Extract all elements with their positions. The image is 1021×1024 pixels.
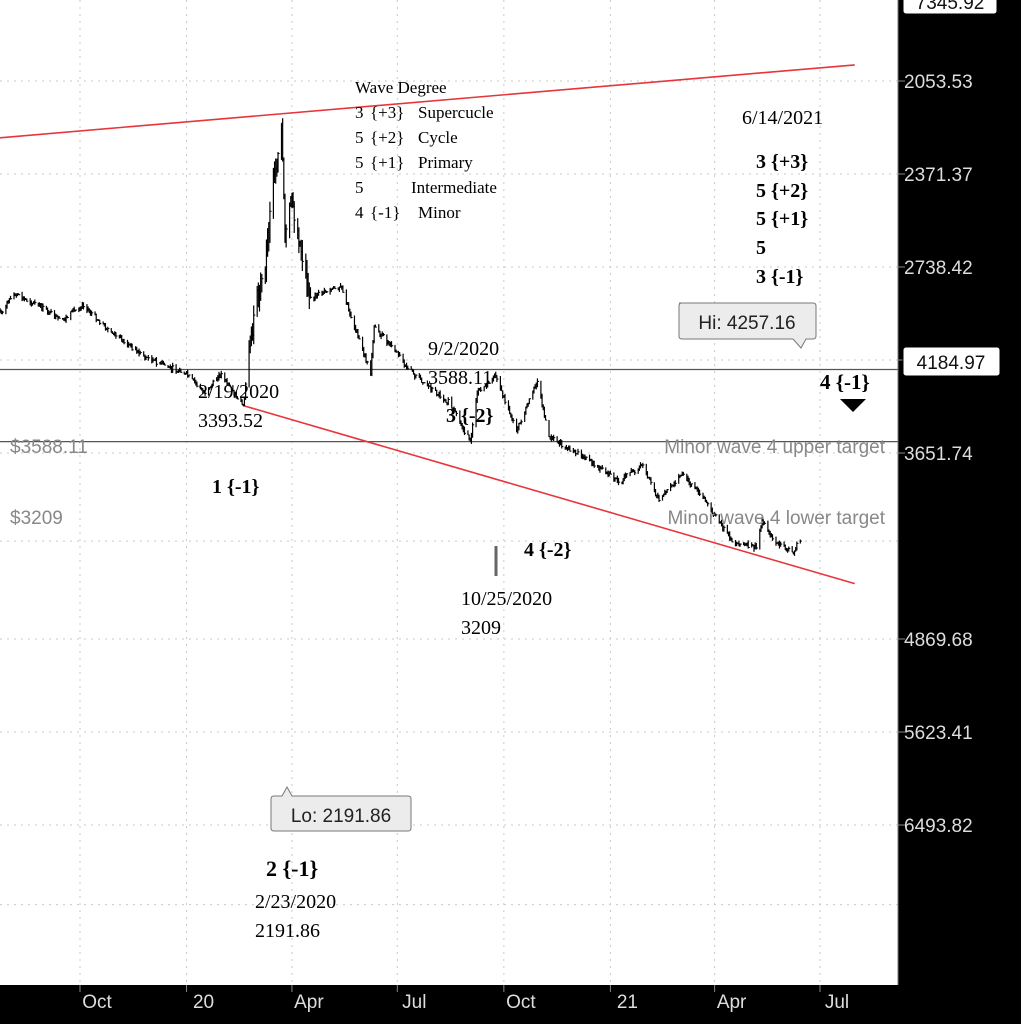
price-axis-panel[interactable] xyxy=(898,0,1021,985)
y-tick-label: 2371.37 xyxy=(904,165,973,186)
legend-row-count: 4 xyxy=(355,203,364,222)
y-tick-label: 3651.74 xyxy=(904,444,973,465)
down-arrow-icon xyxy=(840,399,866,412)
count-label: 5 {+2} xyxy=(756,180,808,202)
x-tick-label: Jul xyxy=(402,992,426,1013)
legend-row-count: 5 xyxy=(355,178,364,197)
annotation-value: 2191.86 xyxy=(255,920,320,942)
legend-row-degree: {+2} xyxy=(370,128,404,147)
wave-label: 4 {-2} xyxy=(524,539,572,561)
annotation-date: 2/23/2020 xyxy=(255,891,336,913)
x-tick-label: Oct xyxy=(506,992,536,1013)
wave-degree-legend: Wave Degree 3 {+3} Supercucle 5 {+2} Cyc… xyxy=(355,78,497,222)
hi-label: Hi: 4257.16 xyxy=(698,313,795,334)
annotation-value: 3209 xyxy=(461,617,501,639)
legend-row-degree: {-1} xyxy=(370,203,400,222)
lo-callout: Lo: 2191.86 xyxy=(270,785,412,832)
trendline[interactable] xyxy=(0,64,855,140)
y-tick-label: 6493.82 xyxy=(904,816,973,837)
legend-row-count: 3 xyxy=(355,103,364,122)
hi-callout: Hi: 4257.16 xyxy=(678,302,817,349)
trendline[interactable] xyxy=(243,404,855,585)
last-price-value: 4184.97 xyxy=(917,353,986,374)
legend-title: Wave Degree xyxy=(355,78,447,97)
price-series xyxy=(0,118,802,556)
legend-row-name: Cycle xyxy=(418,128,458,147)
legend-row-degree: {+3} xyxy=(370,103,404,122)
y-tick-label: 2053.53 xyxy=(904,72,973,93)
y-tick-label: 4869.68 xyxy=(904,630,973,651)
x-tick-label: Apr xyxy=(294,992,324,1013)
x-tick-label: Oct xyxy=(82,992,112,1013)
x-tick-label: 20 xyxy=(193,992,214,1013)
legend-row-count: 5 xyxy=(355,153,364,172)
time-axis-panel[interactable] xyxy=(0,985,898,1024)
annotation-date: 10/25/2020 xyxy=(461,588,552,610)
annotation-value: 3393.52 xyxy=(198,410,263,432)
hline-label-lower: $3209 xyxy=(10,508,63,529)
wave-label: 4 {-1} xyxy=(820,370,870,394)
annotation-value: 3588.11 xyxy=(428,367,492,389)
lo-label: Lo: 2191.86 xyxy=(291,806,391,827)
wave-label: 3 {-2} xyxy=(446,405,494,427)
trendlines xyxy=(0,64,855,585)
annotation-date: 6/14/2021 xyxy=(742,107,823,129)
legend-row-name: Intermediate xyxy=(411,178,497,197)
x-tick-label: 21 xyxy=(617,992,638,1013)
x-tick-label: Apr xyxy=(717,992,747,1013)
legend-row-name: Primary xyxy=(418,153,473,172)
count-label: 3 {+3} xyxy=(756,151,808,173)
target-lines xyxy=(0,368,898,443)
annotation-date: 9/2/2020 xyxy=(428,338,499,360)
top-price-tag: 7345.92 xyxy=(902,0,998,15)
hline-target-lower: Minor wave 4 lower target xyxy=(667,508,885,529)
wave-label: 1 {-1} xyxy=(212,476,260,498)
wave-label: 2 {-1} xyxy=(266,856,318,881)
time-axis: Oct 20 Apr Jul Oct 21 Apr Jul xyxy=(79,985,849,1013)
count-label: 5 {+1} xyxy=(756,208,808,230)
legend-row-name: Supercucle xyxy=(418,103,494,122)
legend-row-count: 5 xyxy=(355,128,364,147)
y-tick-label: 2738.42 xyxy=(904,258,973,279)
legend-row-degree: {+1} xyxy=(370,153,404,172)
y-tick-label: 5623.41 xyxy=(904,723,973,744)
count-label: 5 xyxy=(756,237,766,259)
x-tick-label: Jul xyxy=(825,992,849,1013)
annotation-date: 2/19/2020 xyxy=(198,381,279,403)
count-label: 3 {-1} xyxy=(756,266,804,288)
hline-label-upper: $3588.11 xyxy=(10,437,88,458)
hline-target-upper: Minor wave 4 upper target xyxy=(664,437,885,458)
top-price-value: 7345.92 xyxy=(916,0,985,14)
plot-area xyxy=(0,0,898,985)
axis-corner xyxy=(898,985,1021,1024)
last-price-tag: 4184.97 xyxy=(902,346,1001,377)
legend-row-name: Minor xyxy=(418,203,461,222)
